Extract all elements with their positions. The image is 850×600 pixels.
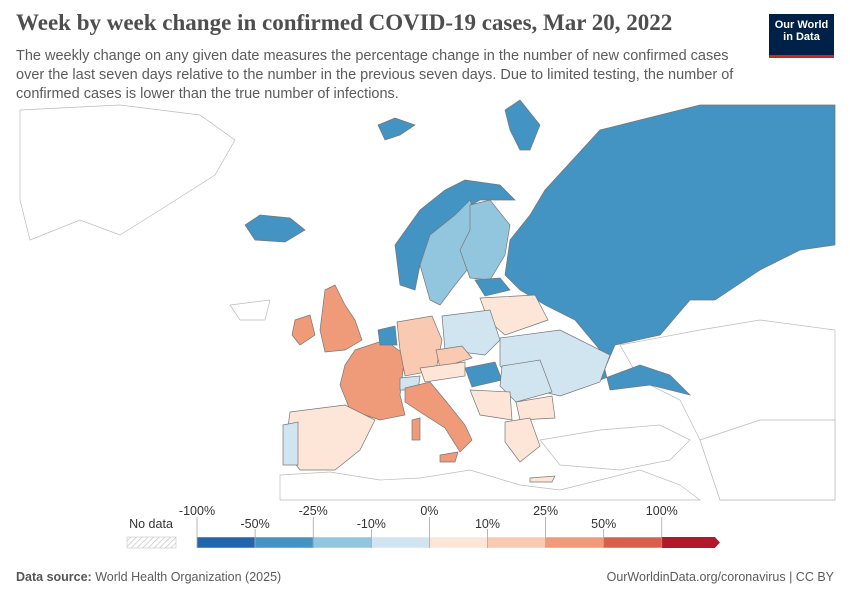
legend-tick-label: 10%	[475, 517, 500, 531]
logo-line: Our World	[774, 19, 829, 31]
country[interactable]	[377, 117, 416, 141]
legend-bin	[429, 536, 488, 549]
legend-tick-label: 100%	[646, 504, 678, 518]
legend-bin	[312, 536, 372, 549]
country[interactable]	[244, 214, 306, 243]
title: Week by week change in confirmed COVID-1…	[16, 10, 673, 35]
legend-tick-label: -50%	[241, 517, 270, 531]
legend-bin	[545, 536, 604, 549]
no-data-swatch	[126, 536, 177, 549]
country[interactable]	[284, 404, 376, 471]
country[interactable]	[339, 339, 406, 421]
source-label: Data source:	[16, 570, 92, 584]
legend-bin	[196, 536, 256, 549]
legend-bin	[254, 536, 314, 549]
legend-tick-label: 0%	[420, 504, 438, 518]
legend-bin	[603, 536, 663, 549]
country[interactable]	[282, 421, 299, 466]
country[interactable]	[529, 475, 556, 483]
legend-tick-label: -25%	[299, 504, 328, 518]
no-data-outlines	[19, 104, 836, 501]
legend-bin	[487, 536, 546, 549]
country[interactable]	[504, 99, 541, 151]
country[interactable]	[464, 361, 503, 388]
country[interactable]	[404, 381, 473, 453]
country[interactable]	[441, 309, 501, 356]
country[interactable]	[474, 277, 511, 297]
country[interactable]	[504, 417, 541, 463]
country[interactable]	[377, 325, 398, 346]
legend-tick-label: 50%	[591, 517, 616, 531]
country[interactable]	[319, 284, 363, 353]
country[interactable]	[499, 359, 553, 403]
source-text: World Health Organization (2025)	[95, 570, 282, 584]
legend-bin	[371, 536, 430, 549]
country[interactable]	[411, 417, 421, 441]
logo-line: in Data	[783, 31, 820, 43]
country[interactable]	[469, 389, 513, 421]
country[interactable]	[435, 345, 473, 369]
footer-url[interactable]: OurWorldinData.org/coronavirus | CC BY	[606, 570, 834, 584]
country[interactable]	[419, 361, 466, 383]
country[interactable]	[515, 395, 556, 421]
subtitle: The weekly change on any given date meas…	[16, 48, 734, 102]
legend-tick-label: -10%	[357, 517, 386, 531]
no-data-label: No data	[129, 517, 173, 531]
legend-tick-label: 25%	[533, 504, 558, 518]
legend-tick-label: -100%	[179, 504, 215, 518]
logo[interactable]: Our World in Data	[769, 14, 834, 58]
legend-bin	[661, 537, 720, 548]
country[interactable]	[504, 104, 836, 396]
country[interactable]	[439, 451, 459, 463]
country[interactable]	[291, 314, 316, 346]
source: Data source: World Health Organization (…	[16, 570, 281, 584]
countries	[244, 99, 836, 483]
